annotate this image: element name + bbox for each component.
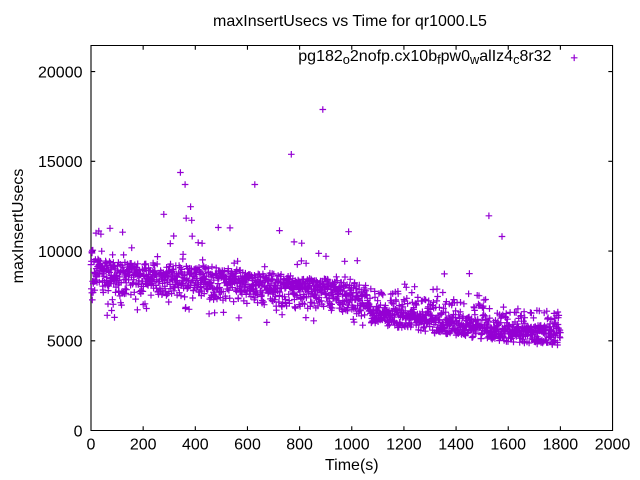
svg-text:800: 800 xyxy=(286,437,313,454)
svg-text:2000: 2000 xyxy=(595,437,631,454)
svg-text:0: 0 xyxy=(87,437,96,454)
svg-text:400: 400 xyxy=(182,437,209,454)
svg-text:0: 0 xyxy=(74,423,83,440)
svg-text:1800: 1800 xyxy=(543,437,579,454)
svg-text:200: 200 xyxy=(130,437,157,454)
svg-text:1600: 1600 xyxy=(490,437,526,454)
svg-text:5000: 5000 xyxy=(47,334,83,351)
svg-text:1400: 1400 xyxy=(438,437,474,454)
svg-text:20000: 20000 xyxy=(38,64,83,81)
svg-text:pg182o2nofp.cx10bfpw0walIz4c8r: pg182o2nofp.cx10bfpw0walIz4c8r32 xyxy=(298,48,551,67)
svg-text:1000: 1000 xyxy=(334,437,370,454)
svg-text:600: 600 xyxy=(234,437,261,454)
svg-text:1200: 1200 xyxy=(386,437,422,454)
svg-text:15000: 15000 xyxy=(38,154,83,171)
svg-text:Time(s): Time(s) xyxy=(325,457,379,474)
svg-text:10000: 10000 xyxy=(38,244,83,261)
svg-text:maxInsertUsecs: maxInsertUsecs xyxy=(10,169,27,284)
svg-text:maxInsertUsecs vs Time for qr1: maxInsertUsecs vs Time for qr1000.L5 xyxy=(213,13,487,30)
